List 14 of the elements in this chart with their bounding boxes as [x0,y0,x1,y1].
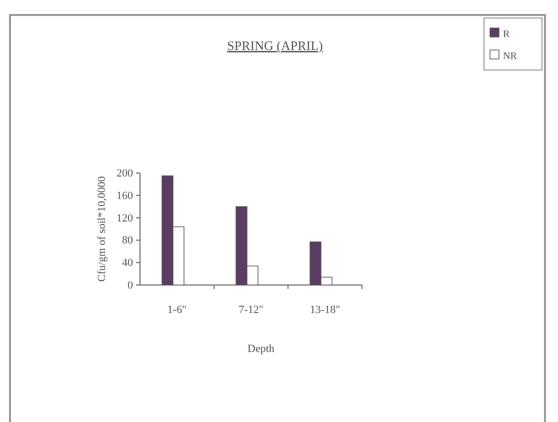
x-tick-label: 1-6" [167,304,187,316]
y-tick-label: 200 [116,168,134,180]
legend-label: NR [503,51,518,62]
y-tick-label: 0 [128,280,134,292]
y-axis-title: Cfu/gm of soil*10,0000 [96,176,108,282]
chart-title: SPRING (APRIL) [227,38,323,53]
y-tick-label: 160 [116,190,134,202]
x-axis-title: Depth [248,343,275,355]
legend-label: R [503,29,510,40]
y-tick-label: 120 [116,212,134,224]
x-tick-label: 7-12" [238,304,264,316]
y-tick-label: 80 [122,234,134,247]
x-tick-label: 13-18" [310,304,340,316]
y-tick-label: 40 [122,257,134,270]
